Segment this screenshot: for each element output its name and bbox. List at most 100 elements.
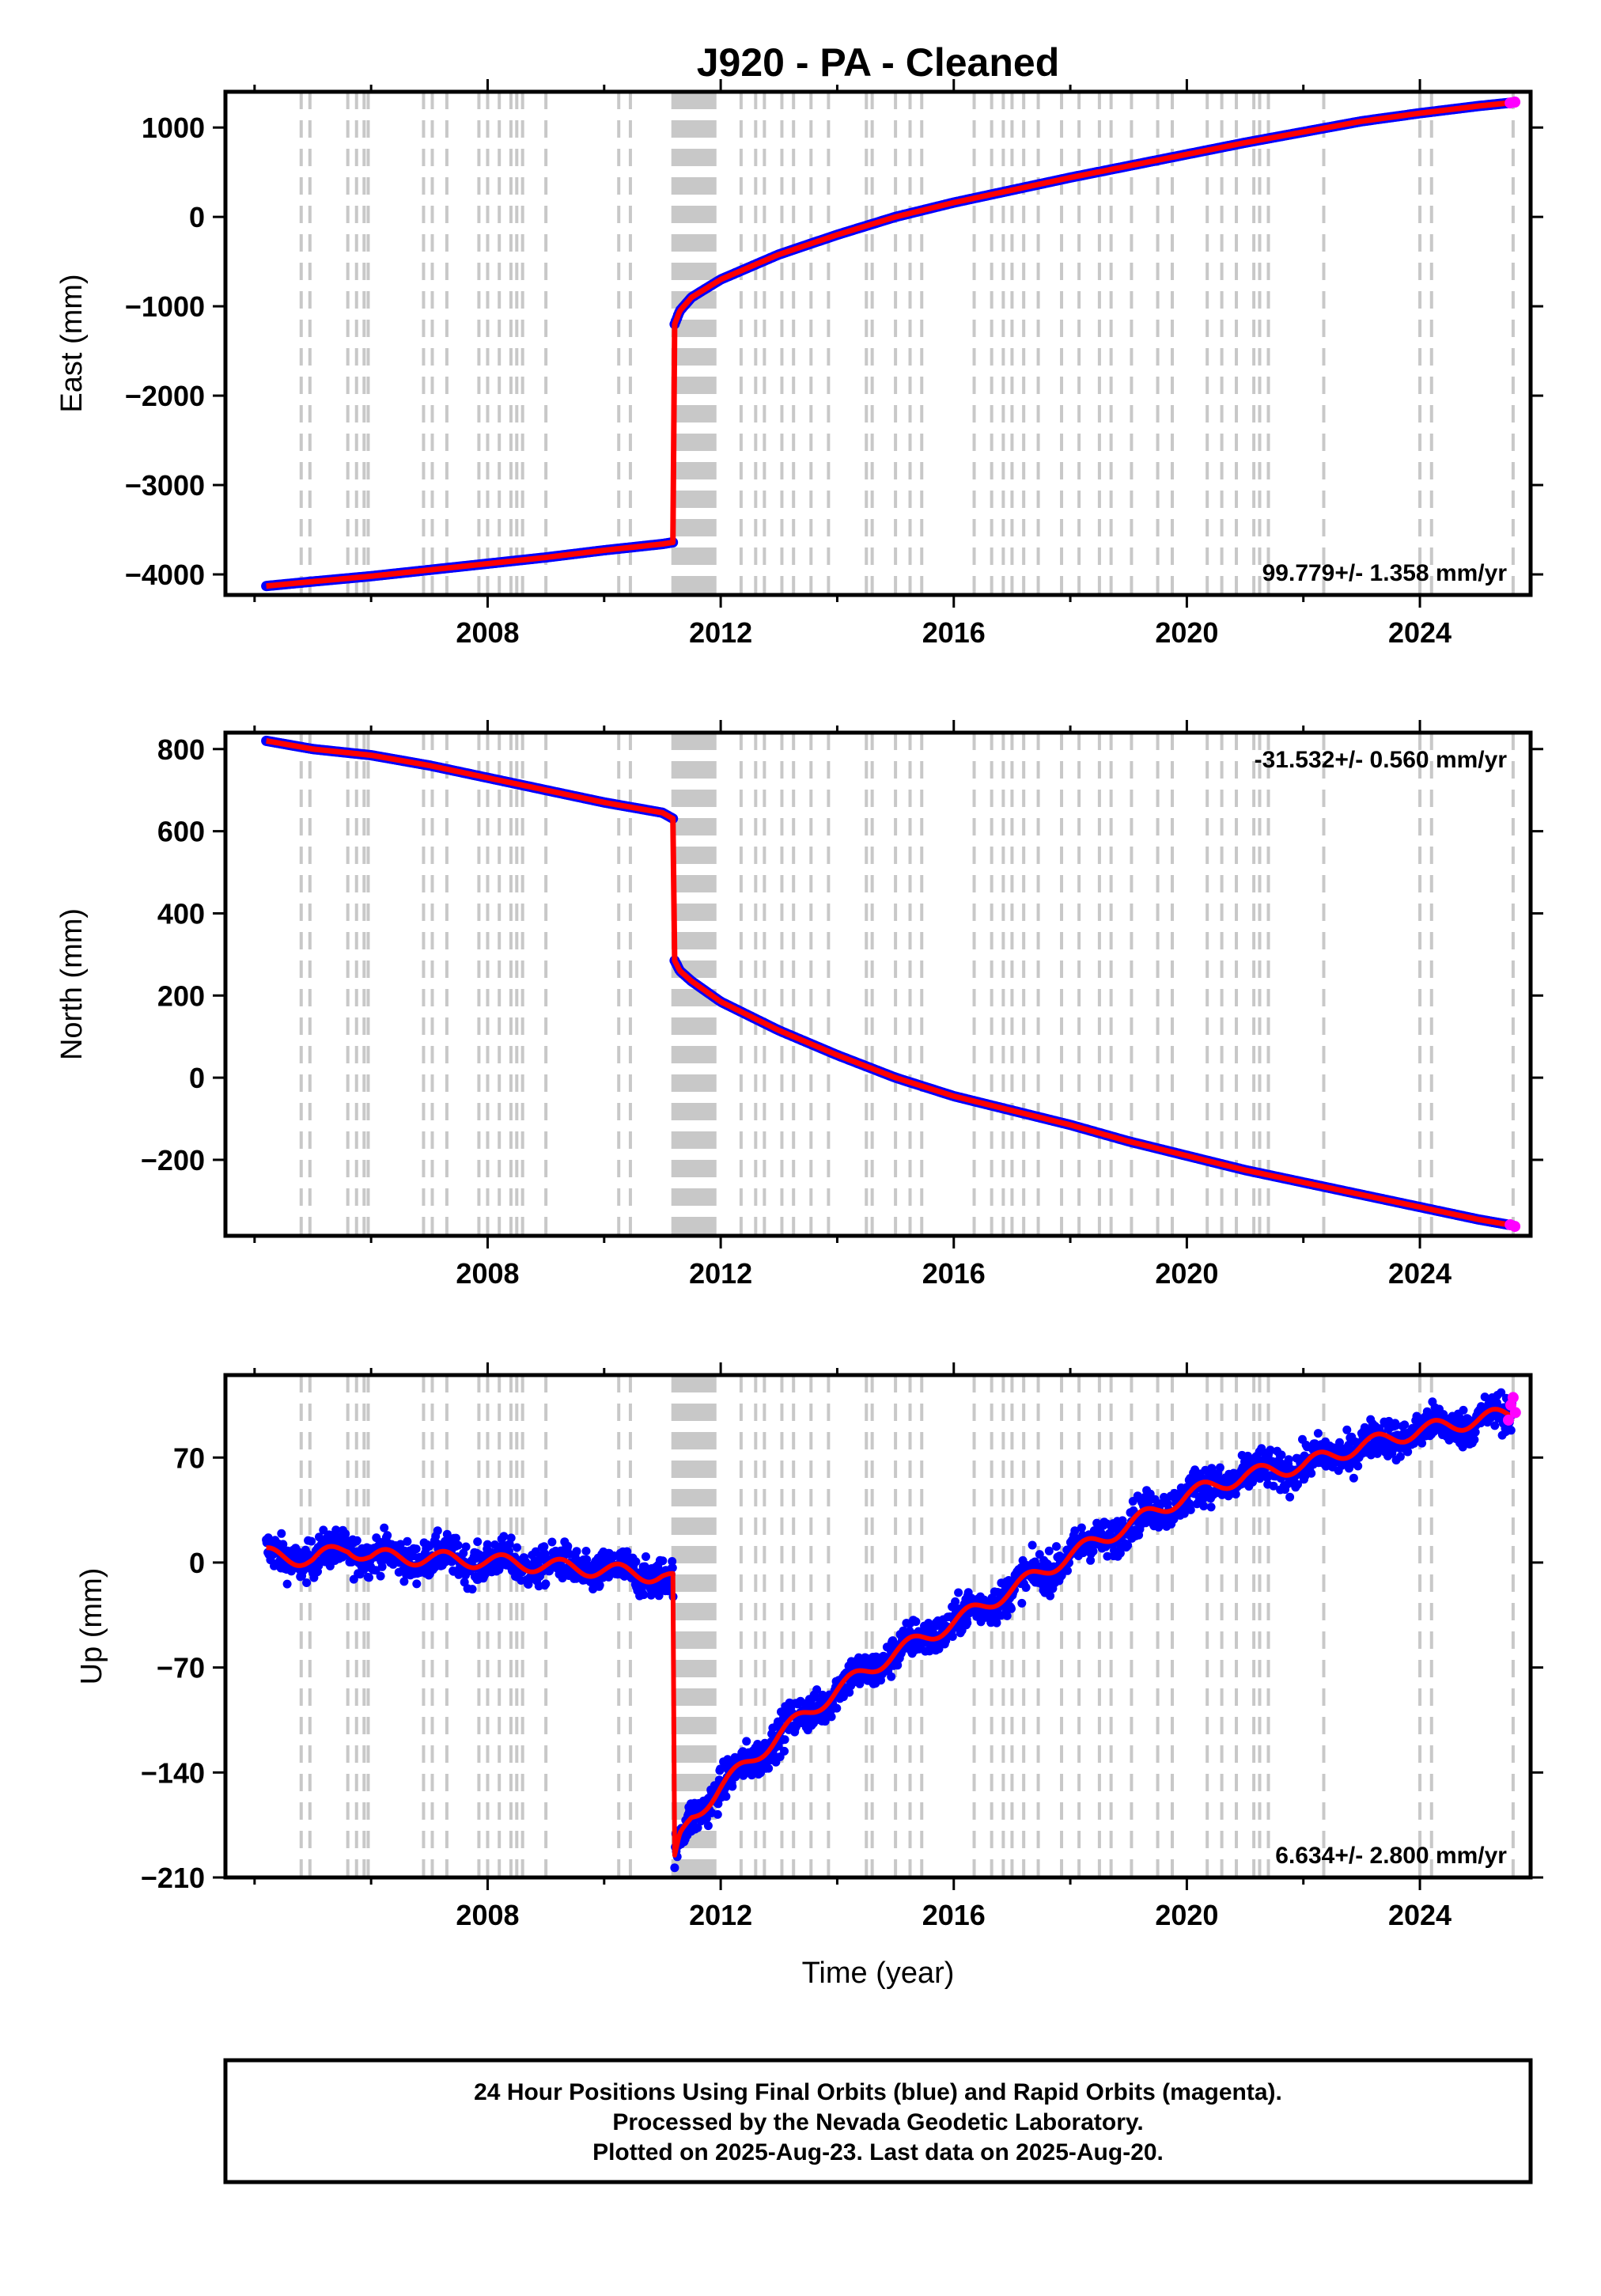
final-orbit-point — [319, 1525, 328, 1535]
y-tick-label: 70 — [173, 1442, 205, 1474]
final-orbit-point — [1506, 1426, 1516, 1435]
x-tick-label: 2020 — [1155, 616, 1218, 649]
final-orbit-point — [505, 1547, 513, 1556]
x-tick-label: 2008 — [456, 616, 519, 649]
rapid-orbit-point — [1509, 1221, 1521, 1233]
final-orbit-point — [1284, 1455, 1293, 1464]
final-orbit-point — [1215, 1463, 1224, 1472]
final-orbit-point — [572, 1547, 581, 1556]
y-tick-label: 1000 — [142, 112, 205, 144]
final-orbit-point — [307, 1536, 316, 1546]
x-tick-label: 2016 — [922, 1257, 986, 1290]
final-orbit-point — [582, 1555, 592, 1564]
x-tick-label: 2016 — [922, 616, 986, 649]
final-orbit-point — [506, 1533, 516, 1543]
final-orbit-point — [658, 1556, 668, 1566]
model-fit-line — [264, 100, 1515, 589]
final-orbit-point — [1313, 1429, 1323, 1438]
x-tick-label: 2024 — [1388, 616, 1451, 649]
final-orbit-point — [992, 1618, 1001, 1627]
final-orbit-point — [1470, 1435, 1479, 1445]
y-tick-label: 0 — [189, 1062, 205, 1094]
final-orbit-point — [642, 1552, 650, 1561]
final-orbit-point — [742, 1737, 751, 1746]
final-orbit-point — [425, 1541, 434, 1551]
final-orbit-point — [371, 1566, 380, 1575]
model-fit — [264, 100, 1515, 589]
final-orbit-point — [383, 1531, 392, 1540]
final-orbit-points — [262, 1388, 1517, 1873]
final-orbit-point — [513, 1543, 521, 1552]
final-orbit-point — [668, 1563, 677, 1573]
final-orbit-point — [1044, 1546, 1054, 1555]
y-tick-label: 0 — [189, 201, 205, 233]
final-orbit-point — [764, 1764, 774, 1773]
final-orbit-point — [1017, 1598, 1027, 1608]
final-orbit-point — [277, 1529, 286, 1538]
plot-frame — [223, 730, 1533, 1238]
final-orbit-point — [331, 1525, 341, 1535]
x-tick-label: 2020 — [1155, 1899, 1218, 1931]
final-orbit-point — [911, 1617, 921, 1627]
final-orbit-point — [490, 1540, 500, 1549]
footer-line-1: 24 Hour Positions Using Final Orbits (bl… — [474, 2079, 1282, 2105]
final-orbit-point — [1342, 1425, 1352, 1434]
y-tick-label: 0 — [189, 1547, 205, 1579]
x-tick-label: 2024 — [1388, 1257, 1451, 1290]
final-orbit-point — [433, 1526, 442, 1536]
x-tick-label: 2012 — [689, 1899, 752, 1931]
final-orbit-point — [461, 1542, 471, 1552]
final-orbit-point — [1285, 1492, 1295, 1502]
y-tick-label: −140 — [141, 1756, 205, 1789]
final-orbit-point — [1307, 1468, 1316, 1478]
final-orbit-point — [282, 1579, 292, 1589]
model-fit — [264, 737, 1515, 1229]
x-tick-label: 2016 — [922, 1899, 986, 1931]
final-orbit-points — [261, 735, 1518, 1231]
y-tick-label: 400 — [157, 897, 205, 930]
final-orbit-point — [1349, 1473, 1358, 1483]
final-orbit-points — [261, 97, 1518, 592]
final-orbit-point — [631, 1557, 641, 1567]
final-orbit-point — [827, 1712, 836, 1722]
final-orbit-point — [1206, 1502, 1216, 1512]
y-tick-label: −3000 — [125, 469, 205, 502]
y-tick-label: −200 — [141, 1144, 205, 1176]
final-orbit-point — [963, 1618, 972, 1627]
footer-line-3: Plotted on 2025-Aug-23. Last data on 202… — [592, 2139, 1164, 2165]
final-orbit-point — [396, 1540, 405, 1549]
final-orbit-point — [1021, 1583, 1031, 1592]
y-tick-label: −70 — [157, 1652, 205, 1684]
rapid-orbit-point — [1509, 97, 1521, 108]
final-orbit-point — [1353, 1461, 1363, 1471]
final-orbit-point — [1199, 1502, 1209, 1511]
y-tick-label: 600 — [157, 816, 205, 848]
final-orbit-point — [341, 1529, 350, 1539]
final-orbit-point — [670, 1863, 679, 1873]
final-orbit-point — [547, 1537, 557, 1547]
x-tick-label: 2024 — [1388, 1899, 1451, 1931]
final-orbit-point — [499, 1532, 509, 1541]
y-tick-label: 800 — [157, 733, 205, 766]
final-orbit-point — [352, 1536, 361, 1545]
final-orbit-point — [728, 1782, 737, 1791]
plot-frame — [223, 89, 1533, 597]
final-orbit-point — [713, 1809, 722, 1819]
final-orbit-point — [302, 1578, 312, 1587]
final-orbit-point — [581, 1547, 591, 1555]
final-orbit-point — [1077, 1523, 1086, 1533]
final-orbit-point — [399, 1577, 409, 1586]
footer-line-2: Processed by the Nevada Geodetic Laborat… — [612, 2109, 1143, 2135]
rapid-orbit-points — [1504, 1219, 1521, 1233]
rapid-orbit-point — [1509, 1407, 1521, 1419]
final-orbit-point — [1231, 1490, 1240, 1498]
model-fit-line — [264, 737, 1515, 1229]
final-orbit-point — [380, 1523, 389, 1533]
rapid-orbit-point — [1507, 1392, 1519, 1404]
final-orbit-point — [780, 1735, 789, 1745]
final-orbit-point — [780, 1746, 789, 1756]
final-orbit-point — [453, 1540, 463, 1550]
final-orbit-point — [887, 1672, 896, 1681]
